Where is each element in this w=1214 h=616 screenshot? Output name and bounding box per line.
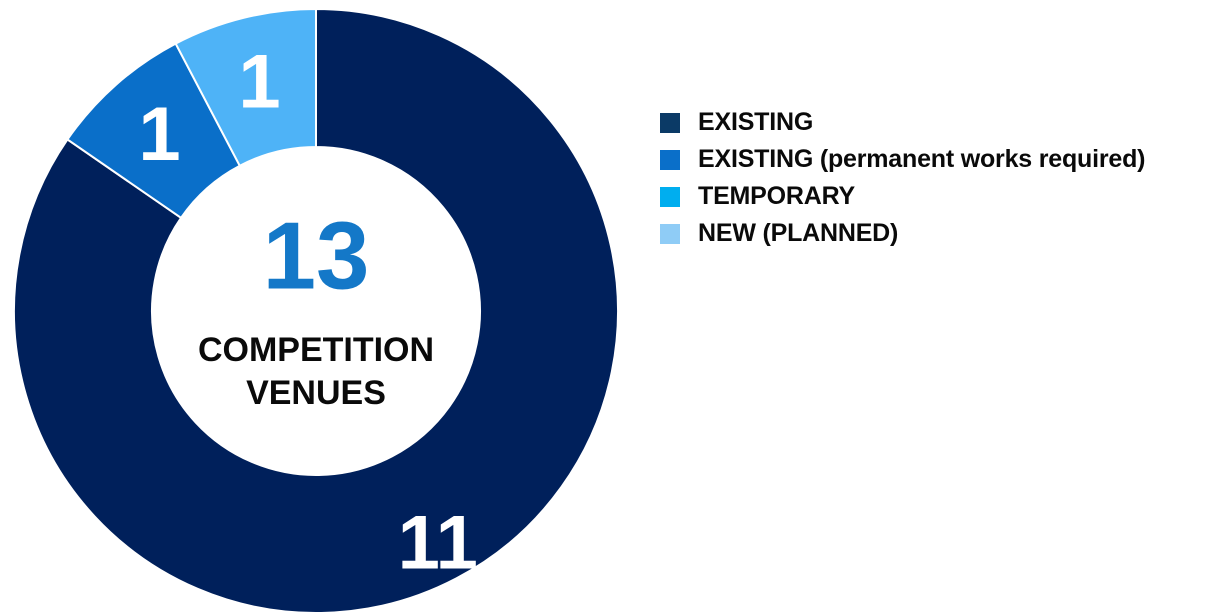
legend-item-existing: EXISTING <box>660 104 1145 141</box>
donut-slice-label-1: 1 <box>138 92 180 177</box>
legend-swatch <box>660 149 680 170</box>
donut-slice-label-0: 11 <box>398 500 478 585</box>
legend-item-temporary: TEMPORARY <box>660 178 1145 215</box>
legend-label: EXISTING <box>698 108 814 136</box>
legend-swatch <box>660 186 680 207</box>
donut-slice-label-3: 1 <box>238 39 280 124</box>
donut-slice-0 <box>13 7 619 614</box>
center-caption-line-2: VENUES <box>246 374 386 412</box>
donut-slices <box>13 7 619 614</box>
legend-label: NEW (PLANNED) <box>698 219 899 247</box>
legend-label-suffix: (permanent works required) <box>813 145 1146 173</box>
center-caption-line-1: COMPETITION <box>198 331 434 369</box>
legend: EXISTING EXISTING (permanent works requi… <box>660 104 1145 252</box>
legend-item-new-planned: NEW (PLANNED) <box>660 215 1145 252</box>
legend-swatch <box>660 112 680 133</box>
legend-item-existing-permanent-works: EXISTING (permanent works required) <box>660 141 1145 178</box>
legend-label: EXISTING <box>698 145 814 173</box>
center-total-value: 13 <box>263 203 370 310</box>
legend-swatch <box>660 223 680 244</box>
legend-label: TEMPORARY <box>698 182 856 210</box>
donut-slice-3 <box>174 7 317 168</box>
